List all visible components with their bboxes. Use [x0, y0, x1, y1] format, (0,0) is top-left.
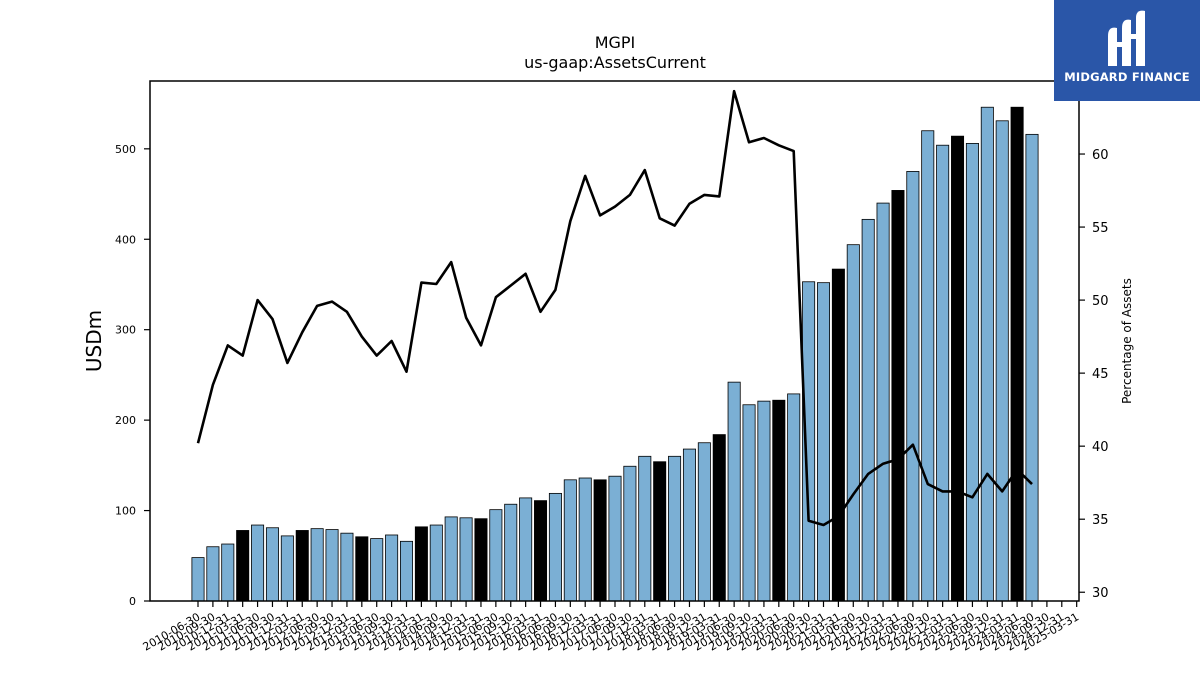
bar	[727, 381, 741, 602]
bar	[936, 144, 950, 602]
bar	[310, 528, 324, 602]
bar	[474, 518, 488, 602]
bar	[414, 526, 428, 602]
bar	[638, 455, 652, 602]
y2-tick-label: 45	[1092, 367, 1109, 382]
bar	[653, 461, 667, 602]
bar	[459, 517, 473, 602]
bar	[787, 393, 801, 602]
y-tick-label: 0	[129, 595, 136, 608]
bar-series	[191, 106, 1039, 602]
y-tick-label: 200	[115, 414, 136, 427]
bar	[906, 171, 920, 602]
y2-tick-label: 55	[1092, 221, 1109, 236]
chart-subtitle: us-gaap:AssetsCurrent	[524, 53, 706, 72]
bar	[712, 434, 726, 602]
bar	[221, 543, 235, 602]
bar	[534, 500, 548, 602]
y2-tick-label: 35	[1092, 513, 1109, 528]
bar	[593, 479, 607, 602]
bar	[682, 448, 696, 602]
bar	[325, 529, 339, 602]
bar	[995, 120, 1009, 602]
bar	[251, 524, 265, 602]
bar	[742, 404, 756, 602]
bar	[921, 130, 935, 602]
bar	[831, 268, 845, 602]
bar	[1010, 106, 1024, 602]
y-tick-label: 400	[115, 233, 136, 246]
bar	[816, 282, 831, 602]
bar	[608, 475, 622, 602]
bar	[1025, 133, 1039, 602]
midgard-logo-icon	[1108, 10, 1145, 66]
y2-tick-label: 50	[1092, 294, 1109, 309]
bar	[265, 527, 279, 602]
bar	[206, 546, 220, 602]
x-axis: 2010-06-302010-09-302010-12-312011-03-31…	[141, 601, 1081, 654]
bar	[578, 477, 592, 602]
bar	[340, 532, 354, 602]
bar	[757, 400, 771, 602]
bar	[355, 536, 369, 602]
bar	[444, 516, 458, 602]
brand-logo: MIDGARD FINANCE	[1054, 0, 1200, 101]
chart-title: MGPI	[595, 33, 636, 52]
line-series	[196, 89, 1033, 527]
right-axis: 30 35 40 45 50 55 60	[1079, 148, 1109, 601]
bar	[668, 455, 682, 602]
y2-tick-label: 60	[1092, 148, 1109, 163]
y2-tick-label: 30	[1092, 586, 1109, 601]
y2-tick-label: 40	[1092, 440, 1109, 455]
y-tick-label: 500	[115, 143, 136, 156]
y2-axis-label: Percentage of Assets	[1120, 278, 1134, 404]
bar	[965, 142, 979, 602]
bar	[191, 557, 205, 602]
bar	[236, 530, 250, 602]
brand-name: MIDGARD FINANCE	[1064, 70, 1190, 84]
y-axis-label: USDm	[82, 310, 106, 372]
bar	[980, 106, 994, 602]
bar	[563, 479, 577, 602]
bar	[429, 524, 443, 602]
left-axis: 0 100 200 300 400 500	[115, 143, 150, 608]
bar	[370, 538, 384, 602]
bar	[399, 540, 414, 602]
bar	[385, 534, 399, 602]
bar	[876, 202, 890, 602]
bar	[280, 535, 294, 602]
bar	[891, 190, 905, 602]
bar	[846, 244, 860, 602]
bar	[295, 530, 309, 602]
bar	[489, 509, 503, 602]
percentage-line	[196, 89, 1033, 527]
bar	[697, 442, 711, 602]
y-tick-label: 100	[115, 505, 136, 518]
bar	[951, 135, 965, 602]
bar	[861, 218, 875, 602]
bar	[504, 503, 518, 602]
bar	[623, 465, 637, 602]
bar	[772, 399, 786, 602]
bar	[548, 492, 562, 602]
y-tick-label: 300	[115, 324, 136, 337]
bar	[519, 497, 533, 602]
